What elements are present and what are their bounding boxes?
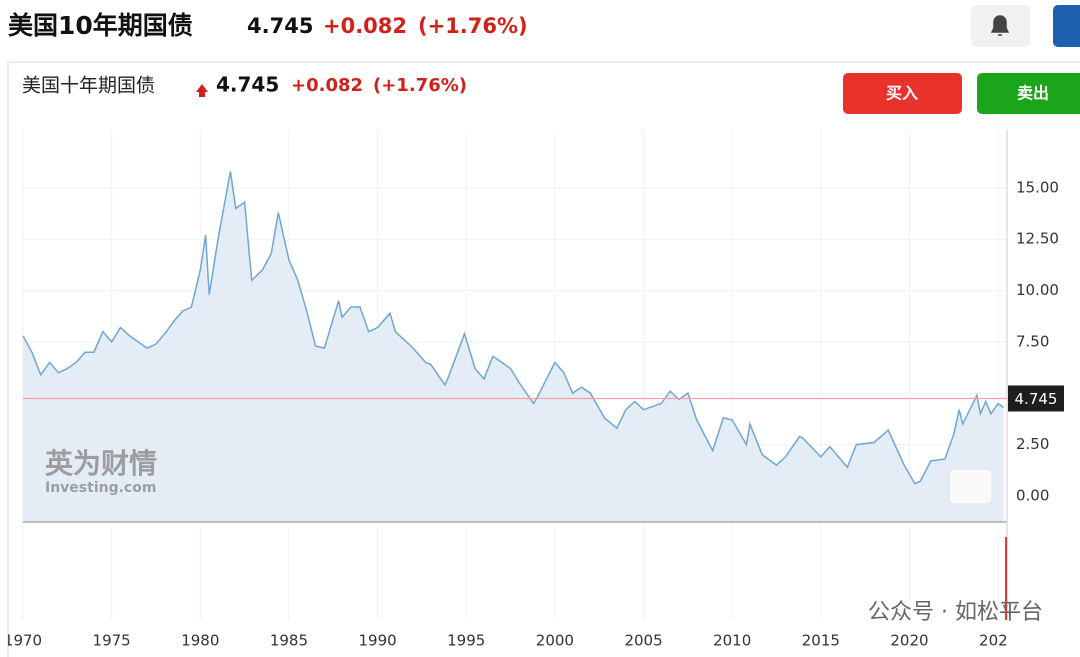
x-tick-label: 1970 bbox=[4, 632, 42, 650]
watchlist-button[interactable] bbox=[1053, 5, 1080, 47]
logo-sub: Investing.com bbox=[45, 480, 156, 496]
header-price: 4.745 bbox=[247, 14, 313, 38]
y-tick-label: 7.50 bbox=[1016, 332, 1049, 350]
price-tag-label: 4.745 bbox=[1015, 390, 1058, 408]
price-tag bbox=[1008, 385, 1064, 412]
x-tick-label: 2020 bbox=[890, 632, 928, 650]
x-tick-label: 1990 bbox=[359, 632, 397, 650]
logo: 英为财情 bbox=[45, 447, 157, 480]
chart-title: 美国十年期国债 bbox=[22, 75, 155, 97]
plot: 1970 1975 1980 1985 1990 1995 2000 2005 2010 2015… bbox=[4, 130, 1017, 650]
chart-price: 4.745 bbox=[216, 73, 279, 97]
page-title: 美国10年期国债 bbox=[8, 11, 193, 40]
buy-label: 买入 bbox=[886, 84, 918, 103]
up-arrow bbox=[196, 84, 208, 97]
sell-button[interactable] bbox=[977, 73, 1080, 114]
x-tick-label: 2025 bbox=[979, 632, 1017, 650]
x-tick-label: 2005 bbox=[624, 632, 662, 650]
x-tick-label: 1975 bbox=[93, 632, 131, 650]
bell-icon bbox=[990, 15, 1010, 36]
line bbox=[22, 171, 1004, 485]
y-tick-label: 15.00 bbox=[1016, 178, 1059, 196]
reset-button[interactable] bbox=[948, 468, 993, 505]
y-tick-label: 0.00 bbox=[1016, 486, 1049, 504]
y-tick-label: 12.50 bbox=[1016, 230, 1059, 248]
y-tick-label: 2.50 bbox=[1016, 435, 1049, 453]
x-tick-label: 1985 bbox=[270, 632, 308, 650]
y-tick-label: 10.00 bbox=[1016, 281, 1059, 299]
x-tick-label: 2000 bbox=[536, 632, 574, 650]
x-tick-label: 1995 bbox=[447, 632, 485, 650]
area bbox=[23, 171, 1004, 522]
footer-watermark: 公众号 · 如松平台 bbox=[868, 600, 1043, 625]
x-tick-label: 2015 bbox=[802, 632, 840, 650]
chart-change: +0.082 bbox=[291, 75, 363, 96]
chart-change-pct: (+1.76%) bbox=[373, 75, 467, 96]
header-change-pct: (+1.76%) bbox=[418, 14, 528, 38]
buy-button[interactable] bbox=[843, 73, 962, 114]
x-tick-label: 1980 bbox=[181, 632, 219, 650]
x-tick-label: 2010 bbox=[713, 632, 751, 650]
header-change: +0.082 bbox=[323, 14, 407, 38]
sell-label: 卖出 bbox=[1017, 84, 1049, 103]
